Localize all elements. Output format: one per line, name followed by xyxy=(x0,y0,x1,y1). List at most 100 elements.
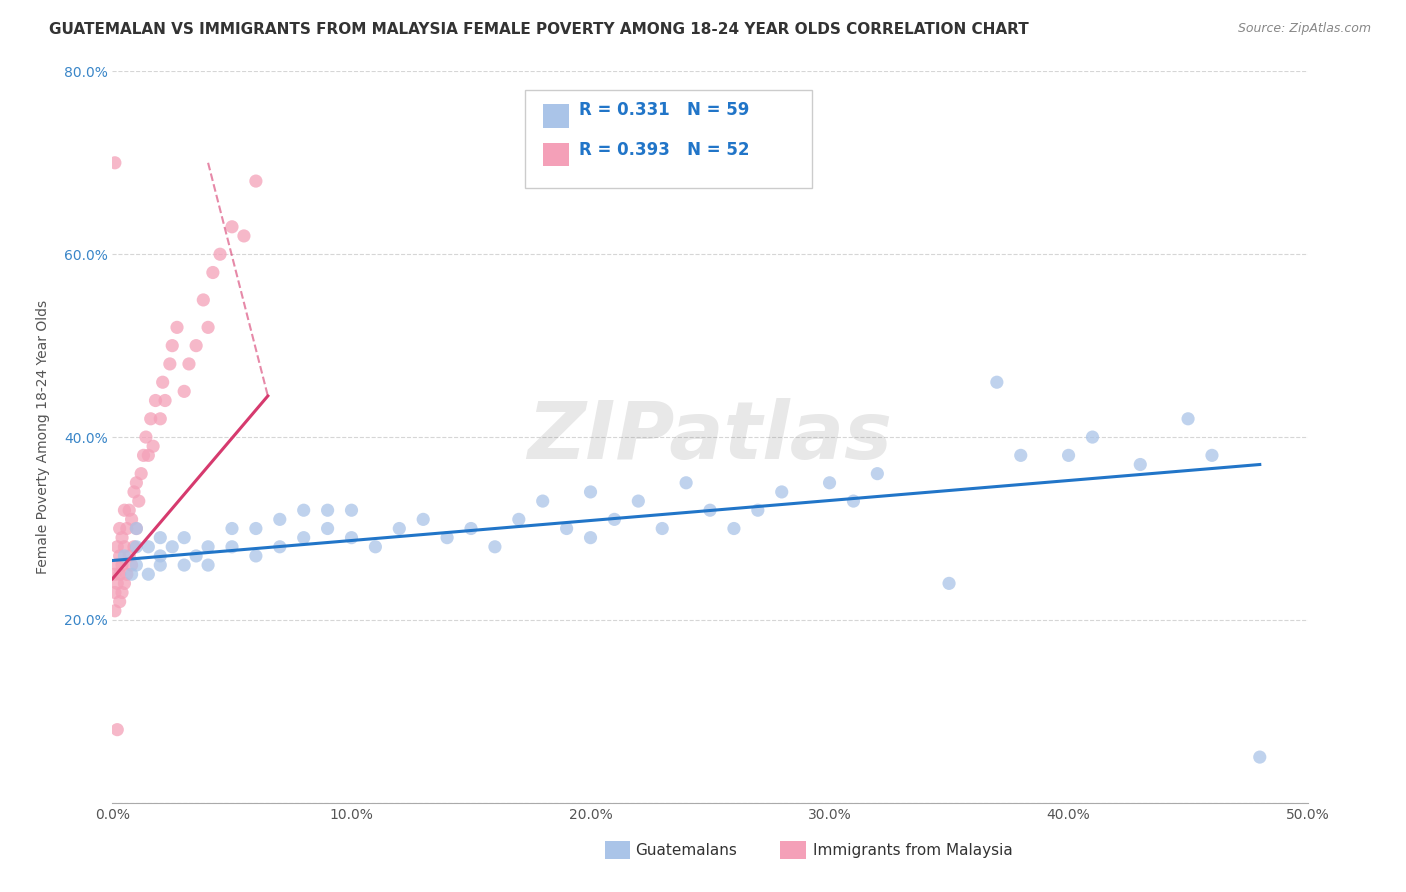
Point xyxy=(108,567,131,582)
Point xyxy=(1010,448,1032,462)
Point xyxy=(104,585,127,599)
Point xyxy=(818,475,841,490)
Point xyxy=(460,521,482,535)
Point xyxy=(233,229,256,244)
Point xyxy=(173,558,195,573)
Point xyxy=(245,549,267,563)
Point xyxy=(114,503,135,517)
Point xyxy=(484,540,506,554)
Point xyxy=(121,558,143,573)
Point xyxy=(747,503,769,517)
Point xyxy=(121,512,143,526)
Point xyxy=(149,412,172,426)
Point xyxy=(1129,458,1152,472)
Point xyxy=(114,549,135,563)
Point xyxy=(111,585,134,599)
Point xyxy=(245,521,267,535)
Point xyxy=(104,567,127,582)
Point xyxy=(162,338,183,352)
Point xyxy=(186,549,208,563)
Point xyxy=(316,503,339,517)
Text: ZIPatlas: ZIPatlas xyxy=(527,398,893,476)
Point xyxy=(111,531,134,545)
Point xyxy=(105,558,128,573)
Point xyxy=(201,266,224,280)
Point xyxy=(699,503,721,517)
Point xyxy=(193,293,215,307)
Bar xyxy=(543,143,569,167)
Point xyxy=(132,448,155,462)
Point xyxy=(986,375,1008,389)
Point xyxy=(129,467,152,481)
Point xyxy=(221,521,243,535)
Point xyxy=(221,540,243,554)
Point xyxy=(221,219,243,234)
Point xyxy=(152,375,174,389)
Point xyxy=(436,531,458,545)
Point xyxy=(125,521,148,535)
Point xyxy=(105,540,128,554)
Point xyxy=(105,576,128,591)
Point xyxy=(197,540,219,554)
Point xyxy=(388,521,411,535)
Point xyxy=(145,393,167,408)
Point xyxy=(412,512,434,526)
Point xyxy=(579,485,602,500)
Point xyxy=(105,723,128,737)
Point xyxy=(114,540,135,554)
Text: Source: ZipAtlas.com: Source: ZipAtlas.com xyxy=(1237,22,1371,36)
Text: R = 0.331   N = 59: R = 0.331 N = 59 xyxy=(579,101,749,120)
Point xyxy=(197,320,219,334)
Point xyxy=(340,503,363,517)
Text: Guatemalans: Guatemalans xyxy=(636,843,737,857)
Point xyxy=(104,604,127,618)
Point xyxy=(104,156,127,170)
Point xyxy=(938,576,960,591)
Point xyxy=(316,521,339,535)
Point xyxy=(531,494,554,508)
Point xyxy=(579,531,602,545)
Point xyxy=(118,549,141,563)
Point xyxy=(149,549,172,563)
Text: R = 0.393   N = 52: R = 0.393 N = 52 xyxy=(579,141,749,159)
Bar xyxy=(543,104,569,128)
Point xyxy=(1249,750,1271,764)
Point xyxy=(209,247,232,261)
Point xyxy=(555,521,578,535)
Point xyxy=(135,430,157,444)
Point xyxy=(125,521,148,535)
Point xyxy=(842,494,865,508)
Point xyxy=(153,393,176,408)
Point xyxy=(627,494,650,508)
Point xyxy=(603,512,626,526)
Point xyxy=(125,540,148,554)
Point xyxy=(138,448,160,462)
Point xyxy=(197,558,219,573)
Point xyxy=(1081,430,1104,444)
Point xyxy=(138,540,160,554)
Point xyxy=(364,540,387,554)
Point xyxy=(139,412,162,426)
Point xyxy=(111,558,134,573)
Point xyxy=(122,485,145,500)
Point xyxy=(108,594,131,608)
Point xyxy=(269,512,291,526)
Point xyxy=(121,567,143,582)
Point xyxy=(770,485,793,500)
Point xyxy=(162,540,183,554)
Point xyxy=(159,357,181,371)
Point xyxy=(508,512,530,526)
Point xyxy=(114,576,135,591)
Point xyxy=(651,521,673,535)
Point xyxy=(245,174,267,188)
Point xyxy=(142,439,165,453)
Point xyxy=(122,540,145,554)
Point xyxy=(115,567,138,582)
Text: Immigrants from Malaysia: Immigrants from Malaysia xyxy=(813,843,1012,857)
Point xyxy=(108,521,131,535)
FancyBboxPatch shape xyxy=(524,90,811,188)
Point xyxy=(115,521,138,535)
Point xyxy=(166,320,188,334)
Point xyxy=(340,531,363,545)
Point xyxy=(866,467,889,481)
